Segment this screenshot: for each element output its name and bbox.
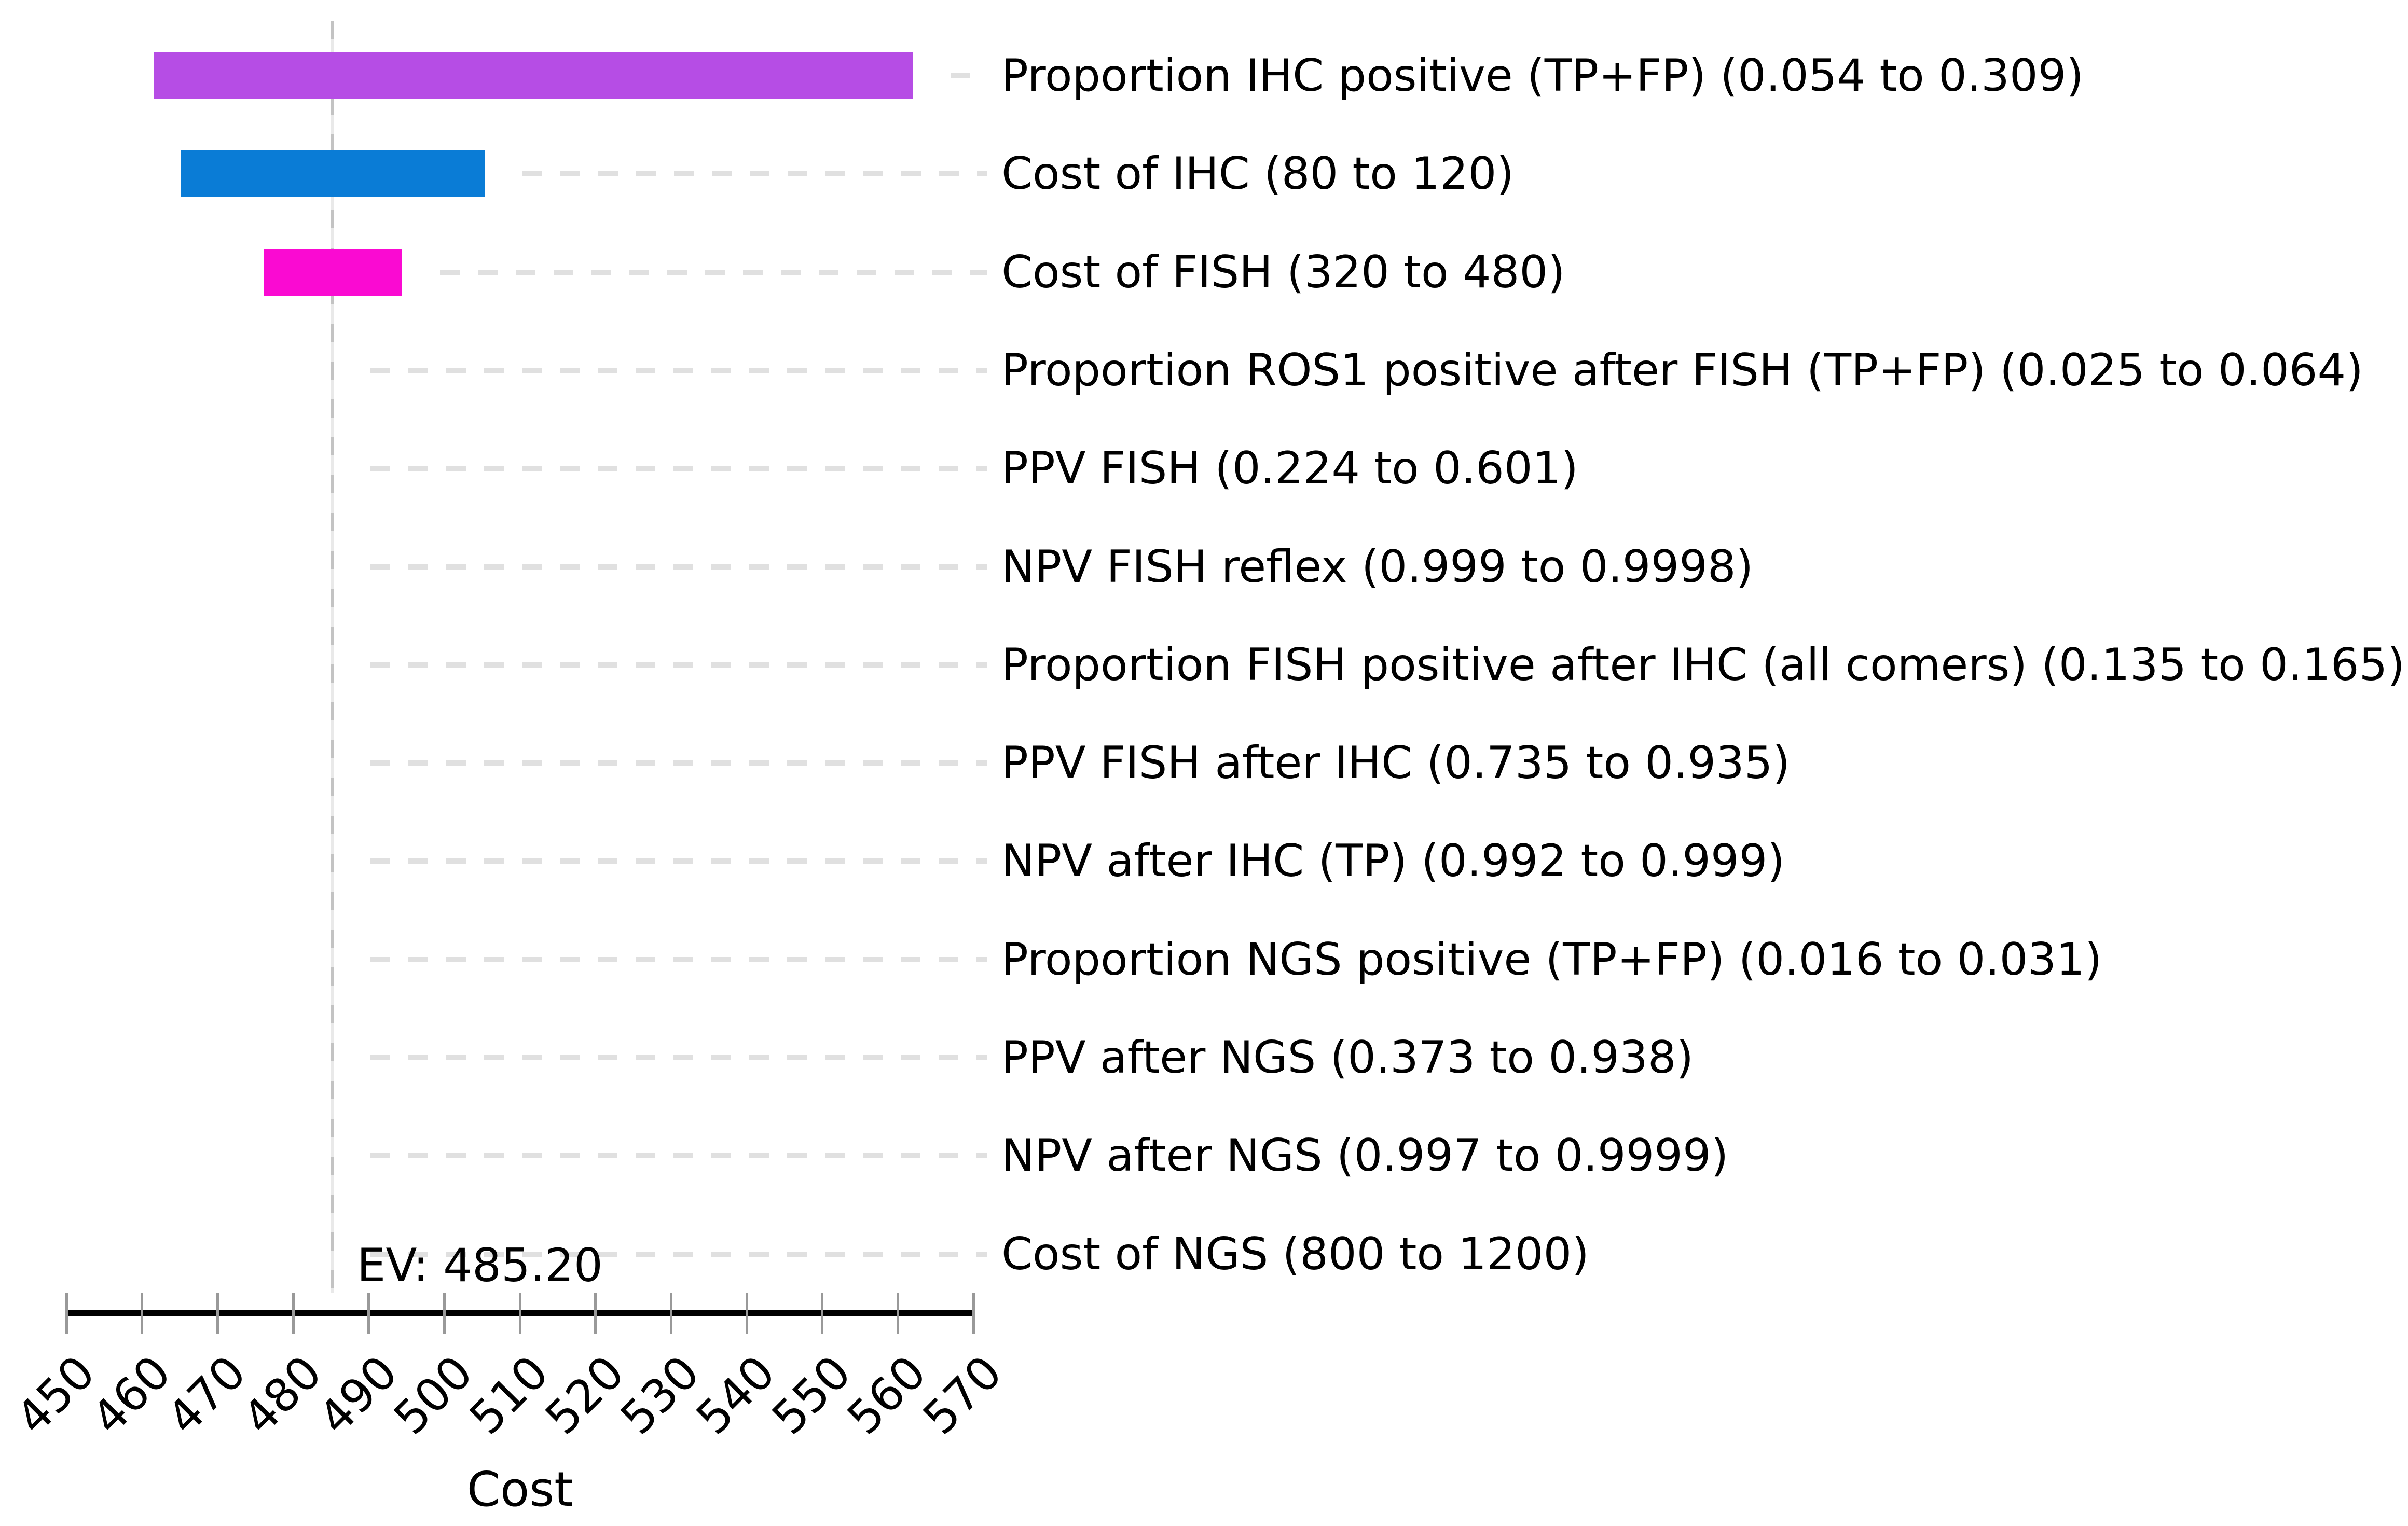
parameter-label: NPV after IHC (TP) (0.992 to 0.999) (1001, 835, 1785, 887)
leader-line (439, 269, 987, 275)
x-axis-tick (216, 1293, 219, 1334)
x-axis-tick (821, 1293, 824, 1334)
ev-value-label: EV: 485.20 (356, 1239, 603, 1292)
leader-line (370, 858, 987, 864)
parameter-label: Cost of IHC (80 to 120) (1001, 148, 1514, 200)
x-axis-tick (443, 1293, 446, 1334)
x-axis-tick (972, 1293, 975, 1334)
sensitivity-bar (180, 150, 485, 198)
parameter-label: Proportion NGS positive (TP+FP) (0.016 t… (1001, 933, 2102, 986)
x-axis-tick (141, 1293, 144, 1334)
x-axis-tick (896, 1293, 899, 1334)
x-axis-tick (518, 1293, 521, 1334)
sensitivity-bar (264, 248, 402, 296)
x-axis-tick (65, 1293, 68, 1334)
leader-line (370, 1153, 987, 1159)
parameter-label: NPV FISH reflex (0.999 to 0.9998) (1001, 540, 1754, 593)
parameter-label: Cost of NGS (800 to 1200) (1001, 1228, 1589, 1280)
leader-line (370, 1055, 987, 1060)
parameter-label: PPV FISH (0.224 to 0.601) (1001, 442, 1578, 495)
parameter-label: NPV after NGS (0.997 to 0.9999) (1001, 1130, 1729, 1182)
parameter-label: Proportion ROS1 positive after FISH (TP+… (1001, 344, 2363, 396)
parameter-label: PPV FISH after IHC (0.735 to 0.935) (1001, 737, 1791, 789)
leader-line (370, 564, 987, 570)
parameter-label: PPV after NGS (0.373 to 0.938) (1001, 1032, 1694, 1084)
x-axis-title: Cost (466, 1462, 573, 1517)
leader-line (370, 662, 987, 668)
leader-line (370, 760, 987, 766)
leader-line (370, 367, 987, 373)
leader-line (370, 1251, 987, 1257)
leader-line (370, 466, 987, 471)
parameter-label: Proportion FISH positive after IHC (all … (1001, 639, 2405, 691)
parameter-label: Cost of FISH (320 to 480) (1001, 246, 1565, 298)
x-axis-tick (594, 1293, 597, 1334)
x-axis-tick (367, 1293, 370, 1334)
leader-line (951, 73, 987, 78)
parameter-label: Proportion IHC positive (TP+FP) (0.054 t… (1001, 50, 2084, 102)
x-axis-tick (292, 1293, 295, 1334)
x-axis-tick (669, 1293, 672, 1334)
x-axis-tick (745, 1293, 748, 1334)
ev-reference-line (331, 21, 335, 1293)
leader-line (522, 171, 987, 177)
sensitivity-bar (153, 52, 913, 99)
leader-line (370, 956, 987, 962)
